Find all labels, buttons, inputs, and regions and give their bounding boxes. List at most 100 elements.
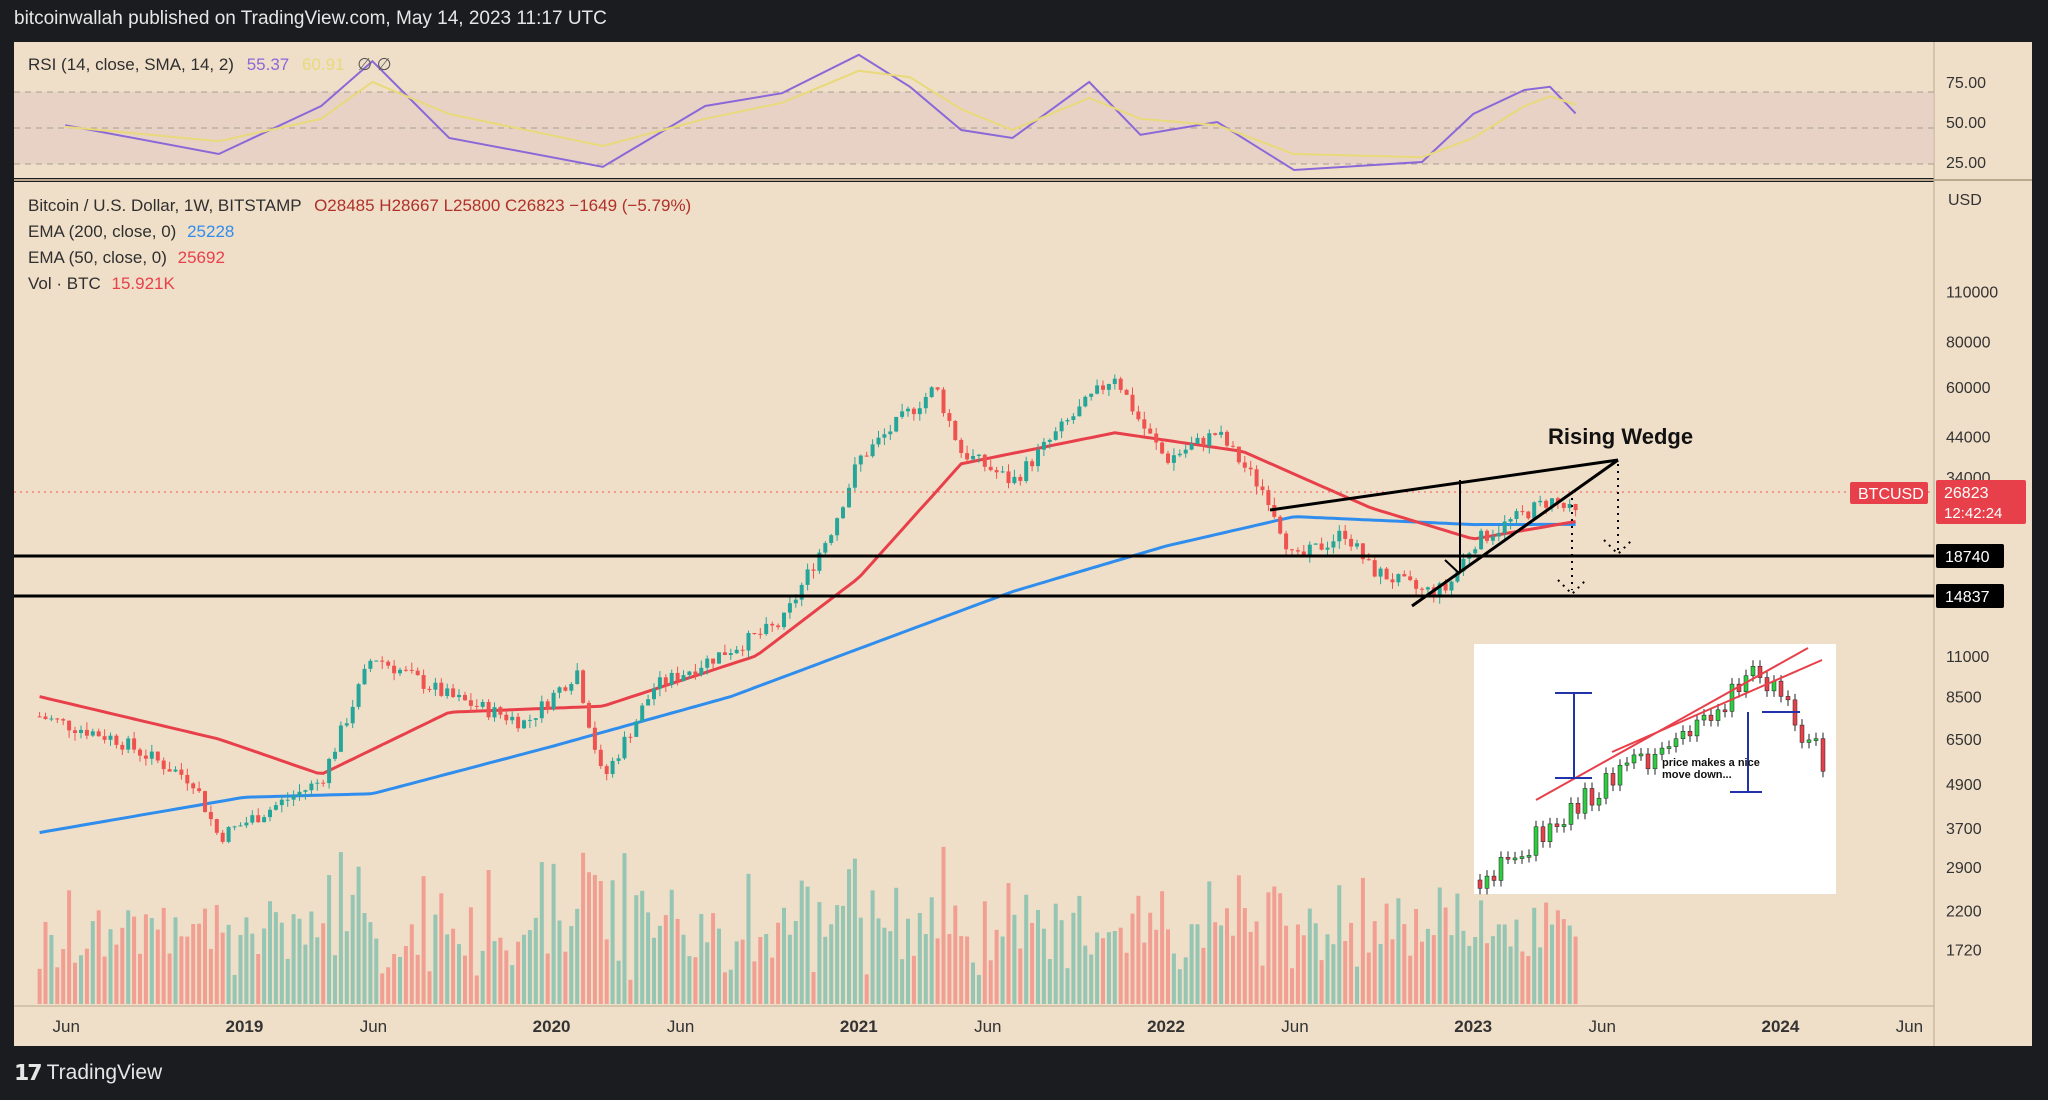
inset-candle <box>1638 753 1644 757</box>
volume-bar <box>285 958 290 1004</box>
volume-bar <box>965 936 970 1004</box>
candle-body <box>1053 431 1058 440</box>
volume-bar <box>392 954 397 1004</box>
candle-body <box>149 751 154 759</box>
candle-body <box>1036 449 1040 467</box>
svg-text:EMA (200, close, 0) 25228: EMA (200, close, 0) 25228 <box>28 222 234 241</box>
volume-bar <box>1343 941 1348 1004</box>
volume-bar <box>451 928 456 1004</box>
volume-bar <box>592 874 597 1004</box>
candle-body <box>1319 543 1324 550</box>
candle-body <box>1337 530 1342 542</box>
candle-body <box>1089 393 1094 397</box>
volume-bar <box>681 934 686 1004</box>
candle-body <box>102 736 107 740</box>
time-axis[interactable] <box>14 1006 2032 1046</box>
candle-body <box>805 569 810 585</box>
inset-candle <box>1631 754 1637 764</box>
volume-bar <box>598 881 603 1004</box>
candle-body <box>882 434 887 438</box>
ema50-label: EMA (50, close, 0) <box>28 248 167 267</box>
candle-body <box>362 668 367 685</box>
rsi-legend-value: 55.37 <box>247 55 290 74</box>
candle-body <box>971 456 975 460</box>
candle-body <box>1213 433 1218 435</box>
candle-body <box>976 454 981 456</box>
candle-body <box>1538 500 1543 503</box>
volume-bar <box>604 939 609 1004</box>
volume-bar <box>356 866 361 1004</box>
candle-body <box>1349 538 1354 547</box>
volume-bar <box>1502 924 1507 1004</box>
volume-bar <box>888 931 893 1004</box>
candle-body <box>1425 587 1430 590</box>
candle-body <box>681 675 686 681</box>
volume-bar <box>333 955 337 1004</box>
candle-body <box>1396 574 1401 583</box>
candle-body <box>1041 441 1046 450</box>
candle-body <box>1372 560 1377 577</box>
candle-body <box>480 702 485 707</box>
candle-body <box>327 758 332 784</box>
candle-body <box>1231 445 1235 447</box>
candle-body <box>894 416 899 432</box>
volume-bar <box>1213 922 1218 1004</box>
price-tick-label: 1720 <box>1946 943 1982 960</box>
volume-bar <box>309 911 314 1004</box>
volume-bar <box>1112 931 1117 1004</box>
candle-body <box>1189 443 1194 450</box>
volume-bar <box>1420 941 1424 1004</box>
volume-bar <box>776 922 781 1004</box>
candle-body <box>522 720 526 729</box>
candle-body <box>900 411 905 417</box>
volume-bar <box>214 904 219 1004</box>
rising-wedge-drawing[interactable] <box>1269 458 1619 608</box>
time-tick-label: Jun <box>974 1017 1001 1036</box>
time-tick-label: Jun <box>360 1017 387 1036</box>
last-price-tag <box>1936 480 2026 524</box>
candle-body <box>1248 467 1253 470</box>
volume-bar <box>551 863 556 1004</box>
candle-body <box>758 633 763 635</box>
volume-bar <box>1555 910 1560 1004</box>
ema200-value: 25228 <box>187 222 234 241</box>
inset-candle <box>1561 824 1567 827</box>
volume-bar <box>67 890 72 1004</box>
pattern-title: Rising Wedge <box>1548 424 1693 449</box>
candle-body <box>244 822 249 826</box>
volume-bar <box>1372 921 1377 1004</box>
volume-bar <box>167 953 172 1004</box>
volume-bar <box>929 897 934 1004</box>
volume-bar <box>132 916 137 1004</box>
candle-body <box>852 464 857 488</box>
candle-body <box>279 799 284 806</box>
volume-bar <box>480 950 485 1004</box>
candle-body <box>1449 581 1454 591</box>
volume-bar <box>988 960 993 1004</box>
inset-candle <box>1687 730 1693 737</box>
volume-bar <box>143 914 148 1004</box>
volume-bar <box>805 886 810 1004</box>
candle-body <box>1142 419 1147 429</box>
tradingview-brand[interactable]: 𝟭𝟳 TradingView <box>14 1060 162 1086</box>
volume-bar <box>1467 945 1472 1004</box>
candle-body <box>728 653 733 655</box>
candle-body <box>1390 579 1395 583</box>
inset-candle <box>1666 746 1672 749</box>
volume-bar <box>468 907 473 1004</box>
candle-body <box>1101 385 1105 390</box>
volume-bar <box>1538 947 1543 1004</box>
candle-body <box>711 658 716 664</box>
candle-body <box>185 774 190 784</box>
time-tick-label: Jun <box>52 1017 79 1036</box>
inset-candle <box>1540 826 1546 842</box>
candle-body <box>811 569 816 571</box>
time-tick-label: 2019 <box>225 1017 263 1036</box>
candle-body <box>1420 588 1424 590</box>
candle-body <box>232 826 237 828</box>
candle-body <box>634 721 639 737</box>
volume-bar <box>1408 955 1413 1004</box>
volume-bar <box>1307 908 1312 1004</box>
volume-bar <box>1443 907 1448 1004</box>
